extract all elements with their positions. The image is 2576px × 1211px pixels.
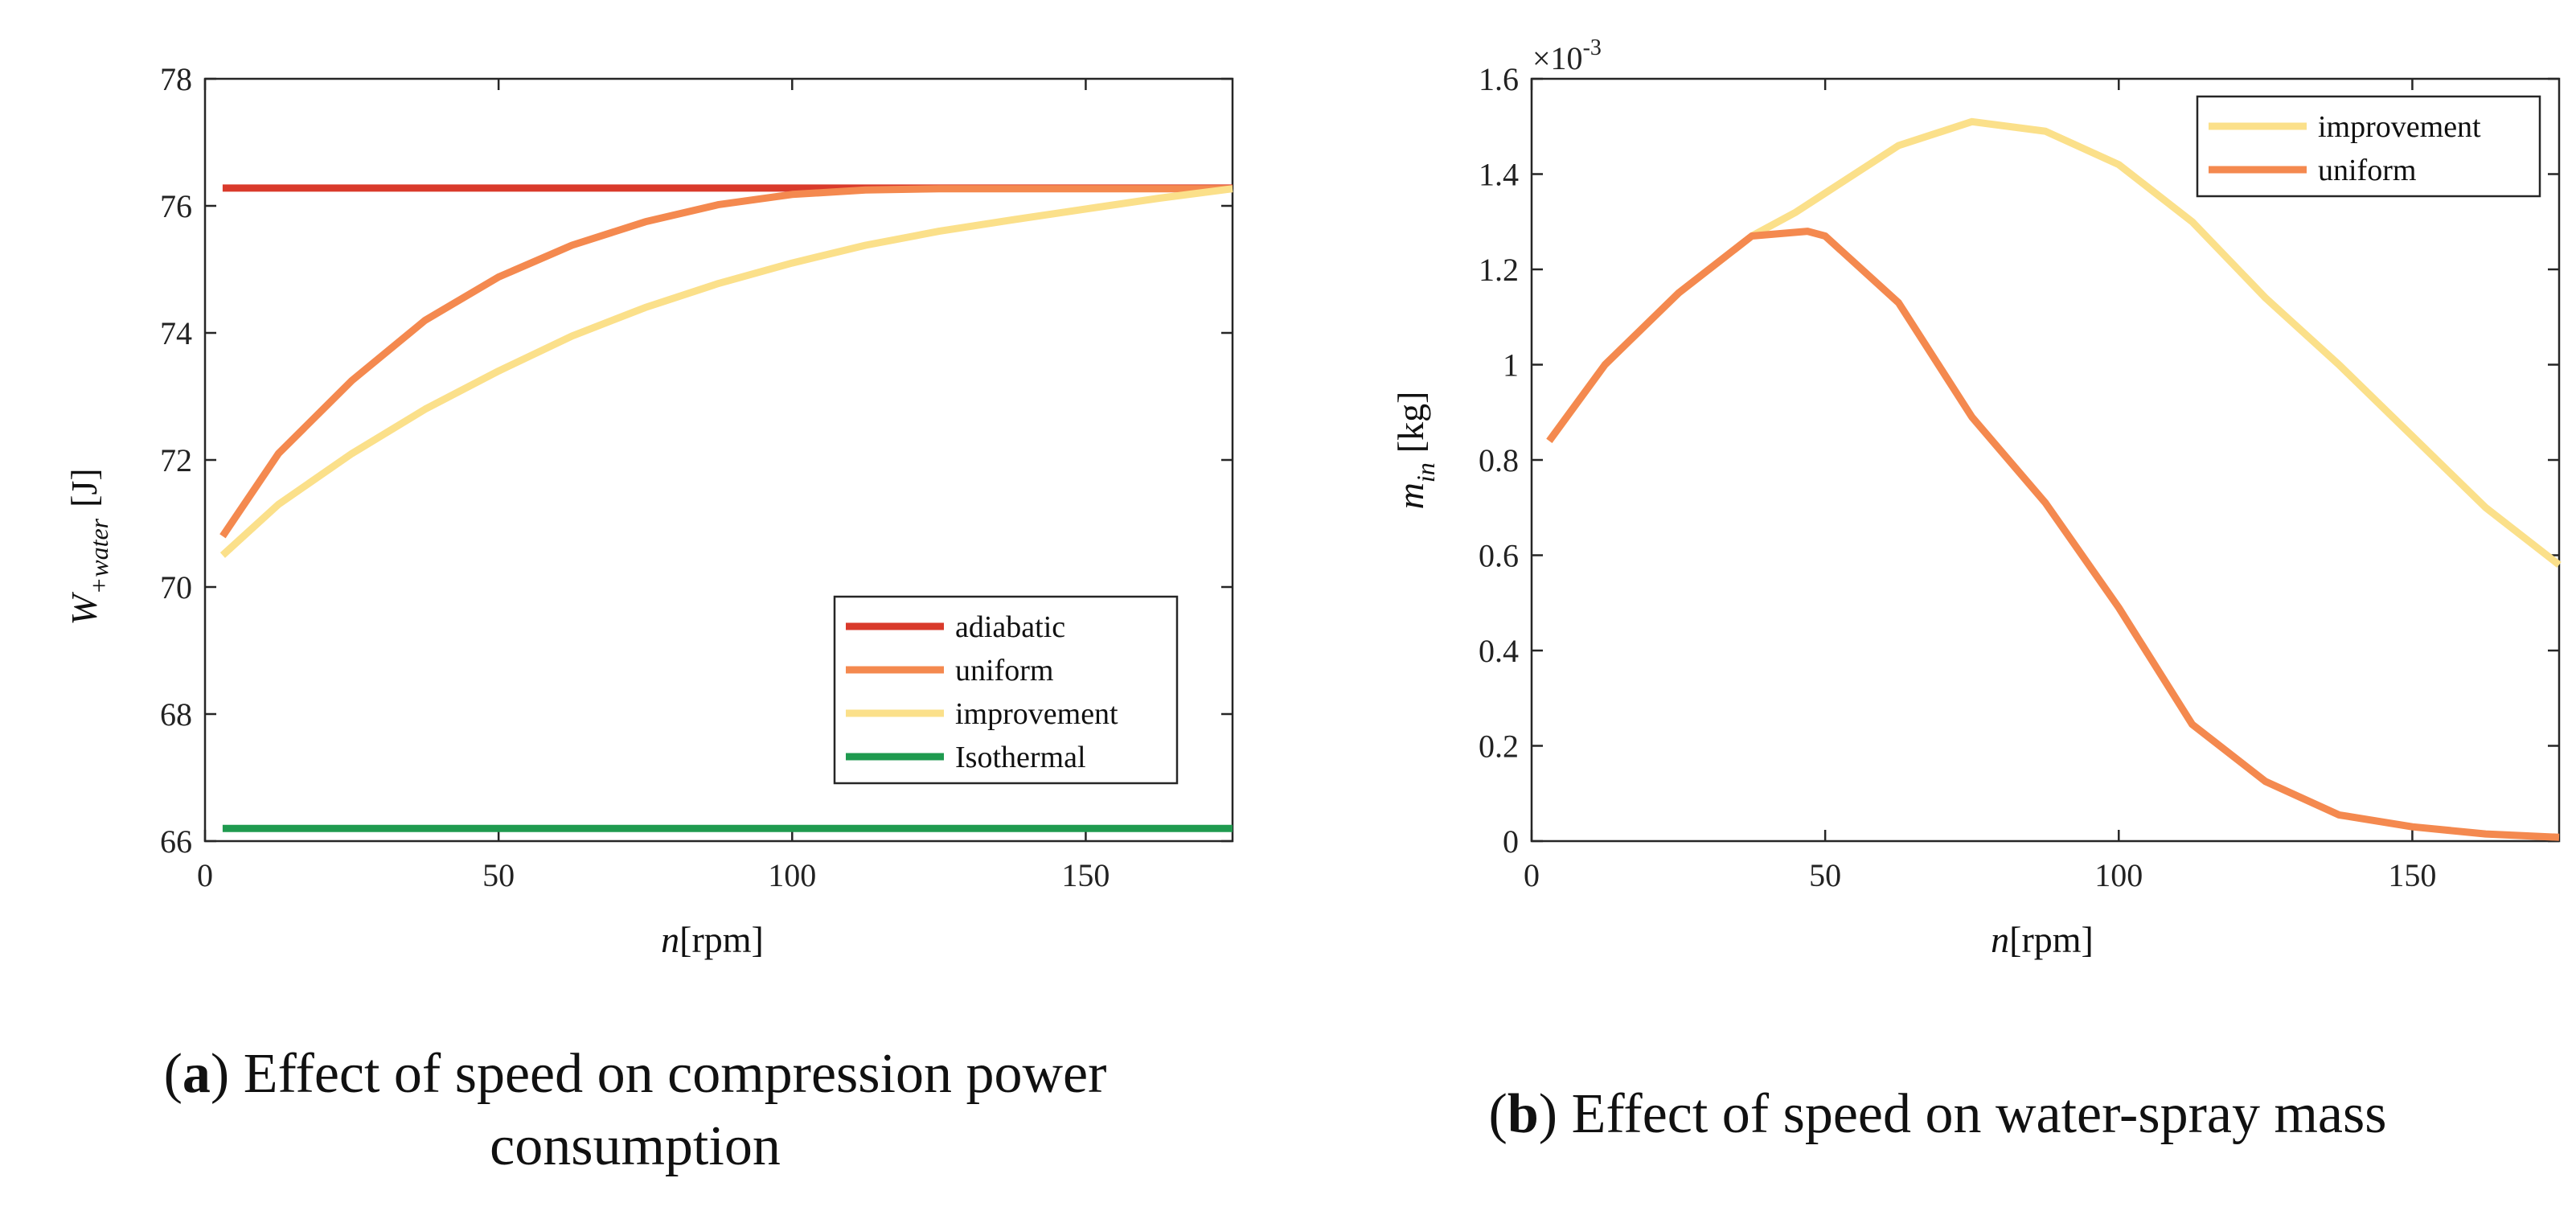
- chart-a-x-tick-label: 50: [482, 857, 515, 893]
- chart-b-x-tick-label: 50: [1809, 857, 1841, 893]
- chart-b-x-tick-label: 100: [2094, 857, 2143, 893]
- svg-text:(a) Effect of speed on compres: (a) Effect of speed on compression power: [164, 1043, 1107, 1105]
- chart-b: 0 50 100 150 0 0.2 0.4 0.6 0.8 1 1.2 1.4 1.6 ×10-3 m…: [1390, 35, 2562, 960]
- chart-a-legend-label: Isothermal: [955, 741, 1086, 774]
- chart-b-y-tick-label: 0: [1503, 823, 1519, 860]
- chart-a-x-axis-label: n[rpm]: [661, 919, 764, 960]
- svg-text:consumption: consumption: [490, 1115, 781, 1177]
- chart-b-legend-label: improvement: [2318, 110, 2481, 144]
- chart-b-legend-box: [2196, 95, 2541, 198]
- svg-text:W+water[J]: W+water[J]: [64, 468, 113, 625]
- chart-a-series-improvement: [219, 185, 1233, 558]
- chart-b-y-axis-label: min[kg]: [1390, 392, 1440, 510]
- chart-a-y-axis-label: W+water[J]: [64, 468, 113, 625]
- svg-text:min[kg]: min[kg]: [1390, 392, 1440, 510]
- chart-a: 0 50 100 150 66 68 70 72 74 76 78 W+water[J] n[rpm…: [64, 61, 1234, 960]
- chart-b-y-tick-label: 1.2: [1479, 252, 1519, 288]
- caption-b: (b) Effect of speed on water-spray mass: [1489, 1083, 2387, 1145]
- chart-a-y-tick-label: 68: [160, 696, 192, 733]
- chart-a-legend-label: improvement: [955, 697, 1118, 731]
- chart-a-series-uniform: [219, 185, 1233, 539]
- chart-b-y-tick-label: 0.8: [1479, 442, 1519, 478]
- caption-a: (a) Effect of speed on compression power…: [164, 1043, 1107, 1177]
- chart-b-exponent-label: ×10-3: [1532, 35, 1602, 76]
- svg-text:(b) Effect of speed on water-s: (b) Effect of speed on water-spray mass: [1489, 1083, 2387, 1145]
- chart-b-plot-area: [1530, 77, 2561, 843]
- chart-a-y-tick-label: 72: [160, 442, 192, 478]
- chart-b-x-tick-label: 150: [2388, 857, 2436, 893]
- chart-a-legend: adiabatic uniform improvement Isothermal: [833, 595, 1179, 785]
- chart-a-y-tick-label: 70: [160, 569, 192, 606]
- chart-a-x-tick-label: 150: [1061, 857, 1110, 893]
- chart-a-y-tick-label: 76: [160, 188, 192, 224]
- chart-b-y-tick-label: 1.6: [1479, 61, 1519, 97]
- chart-a-x-tick-label: 100: [768, 857, 816, 893]
- chart-b-series-uniform: [1546, 228, 2560, 841]
- chart-b-x-tick-label: 0: [1524, 857, 1540, 893]
- chart-b-legend: improvement uniform: [2196, 95, 2541, 198]
- chart-b-y-tick-label: 0.4: [1479, 633, 1519, 669]
- chart-b-y-tick-label: 1.4: [1479, 157, 1519, 193]
- chart-a-legend-label: uniform: [955, 654, 1053, 688]
- chart-a-x-tick-label: 0: [197, 857, 213, 893]
- chart-b-y-tick-label: 1: [1503, 347, 1519, 384]
- chart-a-legend-label: adiabatic: [955, 610, 1065, 644]
- chart-b-y-tick-label: 0.6: [1479, 538, 1519, 574]
- chart-a-y-tick-label: 74: [160, 315, 192, 351]
- chart-a-y-tick-label: 66: [160, 823, 192, 860]
- chart-b-legend-label: uniform: [2318, 154, 2416, 187]
- chart-a-y-tick-label: 78: [160, 61, 192, 97]
- chart-b-y-tick-label: 0.2: [1479, 729, 1519, 765]
- chart-b-x-axis-label: n[rpm]: [1991, 919, 2094, 960]
